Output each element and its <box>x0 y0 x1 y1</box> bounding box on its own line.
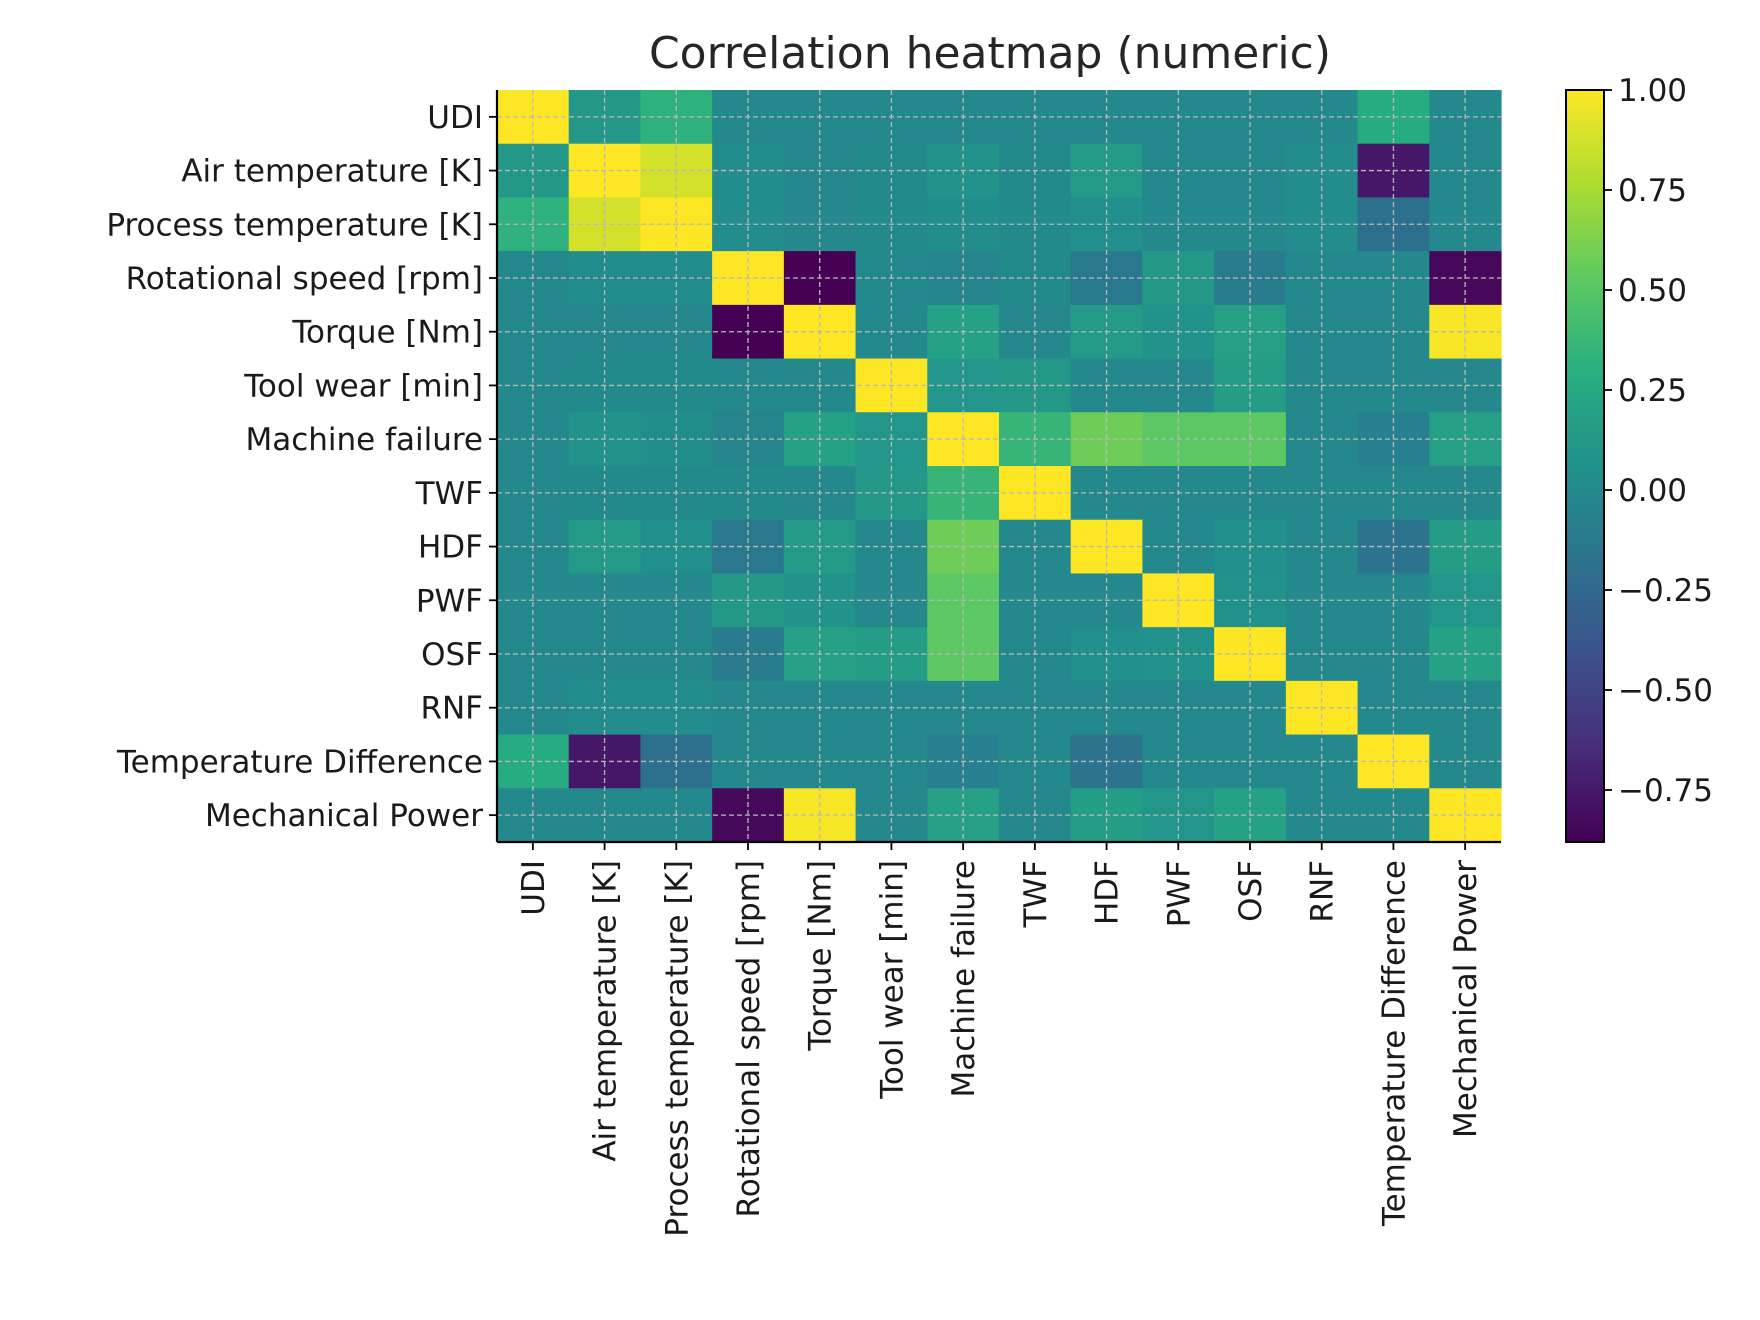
y-tick-label: Process temperature [K] <box>106 207 483 243</box>
colorbar: 1.00 0.75 0.50 0.25 0.00 −0.25 −0.50 −0.75 <box>1565 73 1713 843</box>
y-tick-label: Air temperature [K] <box>181 154 483 190</box>
colorbar-gradient <box>1566 90 1604 842</box>
colorbar-tick-label: 0.75 <box>1618 173 1687 209</box>
colorbar-tick-label: −0.25 <box>1618 573 1713 609</box>
colorbar-tick-label: −0.75 <box>1618 773 1713 809</box>
y-tick-label: Tool wear [min] <box>243 368 483 404</box>
x-tick-label: Process temperature [K] <box>659 860 695 1237</box>
colorbar-frame <box>1565 89 1605 843</box>
x-tick-label: Rotational speed [rpm] <box>731 860 767 1217</box>
x-tick-label: Torque [Nm] <box>803 860 839 1052</box>
x-tick-label: TWF <box>1018 860 1054 928</box>
colorbar-tick-label: 0.50 <box>1618 273 1687 309</box>
colorbar-tick-label: −0.50 <box>1618 673 1713 709</box>
y-tick-label: Machine failure <box>245 422 483 458</box>
x-tick-label: Mechanical Power <box>1448 860 1484 1138</box>
grid-lines <box>497 90 1501 842</box>
y-tick-label: Temperature Difference <box>116 744 483 780</box>
axes <box>489 90 1501 850</box>
y-tick-label: Rotational speed [rpm] <box>126 261 483 297</box>
y-tick-label: RNF <box>420 691 483 727</box>
y-tick-label: UDI <box>427 100 483 136</box>
x-tick-label: RNF <box>1305 860 1341 923</box>
x-tick-label: Temperature Difference <box>1376 860 1412 1227</box>
y-tick-label: TWF <box>415 476 483 512</box>
y-tick-label: HDF <box>418 530 483 566</box>
y-tick-label: OSF <box>421 637 483 673</box>
x-tick-label: PWF <box>1161 860 1197 927</box>
x-tick-label: HDF <box>1090 860 1126 925</box>
y-tick-label: Torque [Nm] <box>291 315 483 351</box>
colorbar-tick-label: 0.00 <box>1618 473 1687 509</box>
x-tick-label: Tool wear [min] <box>874 860 910 1100</box>
y-tick-labels: UDI Air temperature [K] Process temperatur… <box>106 100 483 834</box>
x-tick-label: OSF <box>1233 860 1269 922</box>
chart-title: Correlation heatmap (numeric) <box>649 28 1331 79</box>
colorbar-tick-label: 0.25 <box>1618 373 1687 409</box>
y-tick-label: PWF <box>416 583 483 619</box>
x-tick-label: Machine failure <box>946 860 982 1098</box>
heatmap-cells <box>497 90 1502 843</box>
x-tick-labels: UDI Air temperature [K] Process temperatur… <box>516 860 1484 1237</box>
x-tick-label: Air temperature [K] <box>588 860 624 1162</box>
y-tick-label: Mechanical Power <box>205 798 483 834</box>
colorbar-tick-label: 1.00 <box>1618 73 1687 109</box>
x-tick-label: UDI <box>516 860 552 916</box>
